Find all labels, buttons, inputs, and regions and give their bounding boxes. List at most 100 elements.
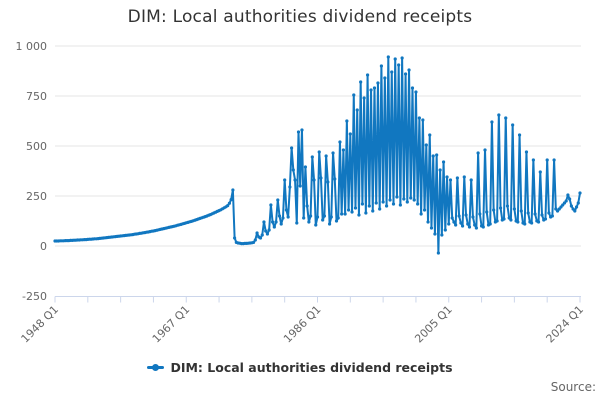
- series-point[interactable]: [267, 228, 271, 232]
- series-point[interactable]: [550, 214, 554, 218]
- series-point[interactable]: [376, 81, 380, 85]
- series-point[interactable]: [505, 204, 510, 208]
- series-point[interactable]: [255, 231, 259, 235]
- series-point[interactable]: [371, 209, 375, 213]
- series-point[interactable]: [367, 204, 371, 208]
- series-point[interactable]: [288, 185, 292, 189]
- series-point[interactable]: [497, 113, 501, 117]
- series-point[interactable]: [372, 86, 377, 90]
- series-point[interactable]: [302, 216, 306, 220]
- series-point[interactable]: [531, 158, 535, 162]
- series-point[interactable]: [272, 225, 276, 229]
- series-point[interactable]: [464, 213, 468, 217]
- series-point[interactable]: [405, 200, 409, 204]
- series-point[interactable]: [428, 133, 432, 137]
- series-point[interactable]: [252, 240, 256, 244]
- series-point[interactable]: [352, 93, 356, 97]
- series-point[interactable]: [447, 222, 451, 226]
- series-point[interactable]: [421, 118, 425, 122]
- series-point[interactable]: [284, 208, 289, 212]
- series-point[interactable]: [435, 153, 439, 157]
- series-point[interactable]: [390, 70, 394, 74]
- series-point[interactable]: [400, 56, 404, 60]
- series-point[interactable]: [538, 170, 542, 174]
- series-point[interactable]: [574, 205, 579, 209]
- series-point[interactable]: [296, 130, 301, 134]
- series-point[interactable]: [441, 160, 446, 164]
- series-point[interactable]: [305, 204, 309, 208]
- series-point[interactable]: [303, 165, 308, 169]
- series-point[interactable]: [448, 178, 453, 182]
- series-point[interactable]: [402, 197, 406, 201]
- series-point[interactable]: [343, 212, 347, 216]
- series-point[interactable]: [393, 57, 397, 61]
- series-point[interactable]: [478, 212, 482, 216]
- series-point[interactable]: [471, 215, 475, 219]
- series-point[interactable]: [355, 108, 359, 112]
- series-point[interactable]: [490, 120, 494, 124]
- series-point[interactable]: [485, 210, 489, 214]
- series-point[interactable]: [438, 168, 442, 172]
- series-point[interactable]: [417, 116, 421, 120]
- series-point[interactable]: [517, 133, 522, 137]
- series-point[interactable]: [338, 140, 342, 144]
- series-point[interactable]: [443, 228, 447, 232]
- series-point[interactable]: [566, 193, 570, 197]
- series-point[interactable]: [233, 236, 237, 240]
- series-point[interactable]: [350, 210, 354, 214]
- series-point[interactable]: [374, 201, 378, 205]
- series-point[interactable]: [511, 123, 515, 127]
- series-point[interactable]: [403, 72, 408, 76]
- series-point[interactable]: [388, 198, 392, 202]
- series-point[interactable]: [533, 212, 537, 216]
- series-point[interactable]: [334, 219, 339, 223]
- series-point[interactable]: [445, 175, 449, 179]
- series-point[interactable]: [322, 214, 327, 218]
- series-point[interactable]: [530, 221, 534, 225]
- series-point[interactable]: [395, 195, 399, 199]
- series-point[interactable]: [362, 96, 366, 100]
- series-point[interactable]: [258, 236, 263, 240]
- series-point[interactable]: [348, 132, 352, 136]
- series-point[interactable]: [512, 207, 516, 211]
- series-point[interactable]: [543, 217, 548, 221]
- series-point[interactable]: [345, 119, 349, 123]
- series-point[interactable]: [502, 217, 506, 221]
- series-point[interactable]: [424, 143, 428, 147]
- series-point[interactable]: [286, 215, 290, 219]
- series-point[interactable]: [310, 155, 314, 159]
- series-point[interactable]: [466, 222, 470, 226]
- series-point[interactable]: [568, 197, 572, 201]
- series-point[interactable]: [260, 233, 264, 237]
- series-point[interactable]: [578, 191, 582, 195]
- series-point[interactable]: [545, 158, 549, 162]
- series-point[interactable]: [384, 204, 389, 208]
- series-point[interactable]: [419, 212, 423, 216]
- series-point[interactable]: [516, 220, 520, 224]
- series-point[interactable]: [353, 206, 358, 210]
- series-point[interactable]: [265, 232, 270, 236]
- series-point[interactable]: [504, 116, 508, 120]
- series-point[interactable]: [492, 208, 496, 212]
- series-point[interactable]: [412, 198, 416, 202]
- series-point[interactable]: [455, 176, 459, 180]
- series-point[interactable]: [469, 178, 473, 182]
- series-point[interactable]: [360, 202, 364, 206]
- series-point[interactable]: [576, 201, 580, 205]
- series-point[interactable]: [364, 211, 368, 215]
- series-point[interactable]: [397, 63, 401, 67]
- series-point[interactable]: [226, 204, 230, 208]
- series-point[interactable]: [271, 220, 275, 224]
- series-point[interactable]: [467, 225, 472, 229]
- series-point[interactable]: [269, 203, 273, 207]
- series-point[interactable]: [398, 203, 402, 207]
- series-point[interactable]: [407, 68, 411, 72]
- series-point[interactable]: [340, 212, 344, 216]
- series-point[interactable]: [483, 148, 487, 152]
- series-point[interactable]: [357, 213, 361, 217]
- series-point[interactable]: [569, 204, 573, 208]
- series-point[interactable]: [276, 198, 280, 202]
- series-point[interactable]: [274, 220, 278, 224]
- series-point[interactable]: [473, 223, 477, 227]
- series-point[interactable]: [331, 151, 335, 155]
